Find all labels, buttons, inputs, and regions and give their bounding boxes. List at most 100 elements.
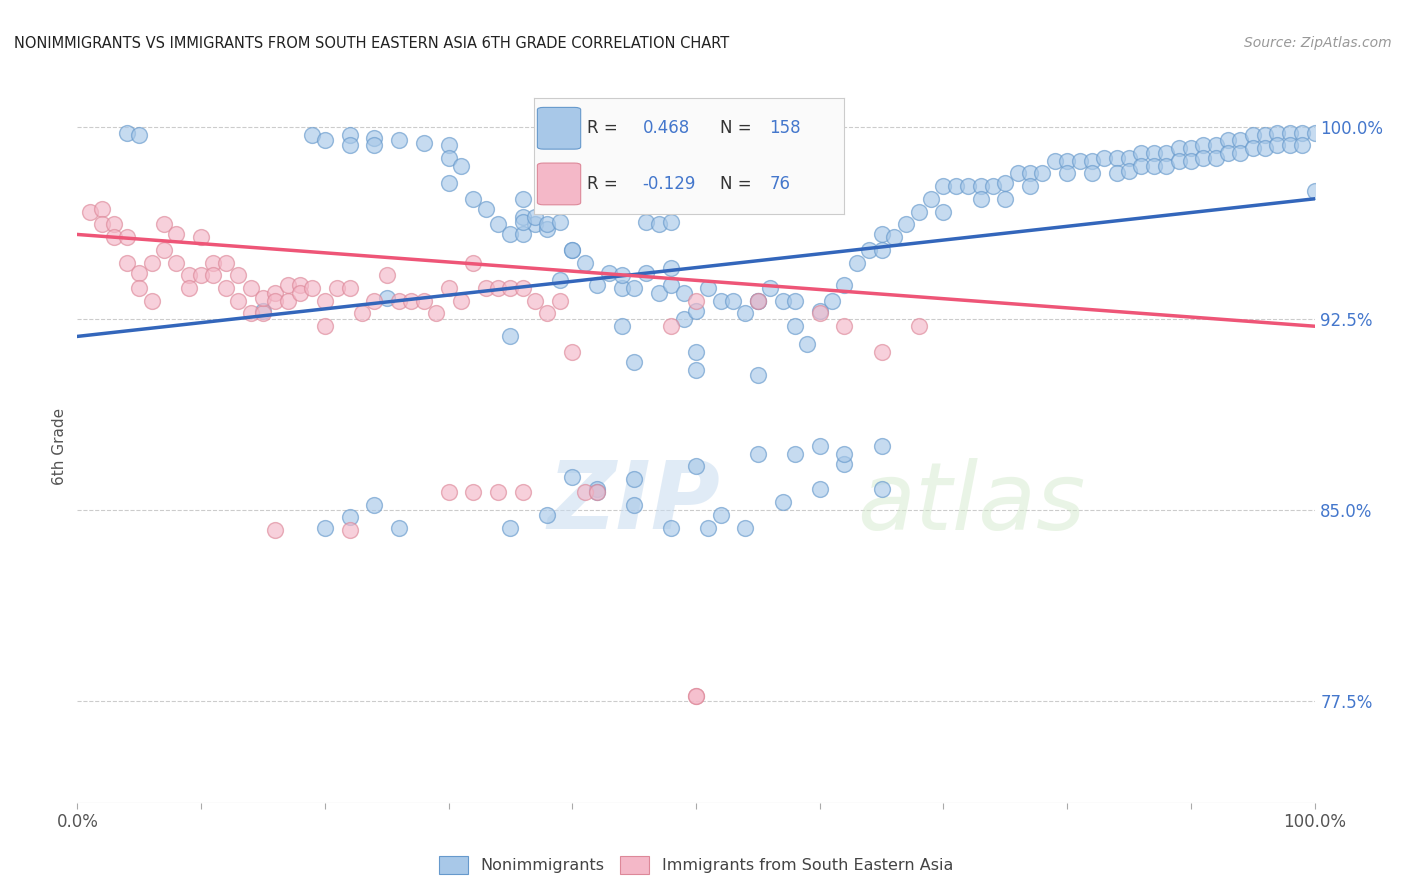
Point [1216, 145, 1239, 160]
Point [264, 293, 287, 308]
Point [1241, 128, 1264, 142]
Point [870, 227, 893, 242]
Point [115, 126, 138, 140]
Point [1118, 163, 1140, 178]
Point [474, 202, 496, 216]
Point [747, 293, 769, 308]
Point [412, 136, 434, 150]
Point [388, 293, 411, 308]
Point [710, 508, 733, 522]
Point [177, 268, 200, 283]
Point [437, 177, 460, 191]
Point [524, 217, 547, 231]
Point [548, 273, 571, 287]
Point [610, 268, 633, 283]
Point [128, 128, 150, 142]
Point [561, 469, 583, 483]
Point [636, 215, 658, 229]
Point [747, 368, 769, 382]
Point [499, 816, 522, 830]
Point [339, 138, 361, 153]
Point [536, 217, 558, 231]
Point [548, 215, 571, 229]
Point [363, 498, 385, 512]
Point [808, 306, 831, 320]
Point [845, 255, 868, 269]
Point [1105, 151, 1128, 165]
Point [1019, 166, 1042, 180]
Point [153, 243, 176, 257]
Point [870, 483, 893, 497]
Point [486, 281, 509, 295]
Point [388, 520, 411, 534]
Point [659, 215, 682, 229]
Point [288, 286, 311, 301]
Point [1118, 151, 1140, 165]
Point [363, 138, 385, 153]
Point [1291, 138, 1313, 153]
Point [685, 344, 707, 359]
Point [512, 484, 534, 499]
Point [685, 362, 707, 376]
Point [697, 281, 720, 295]
Point [1081, 166, 1104, 180]
Point [932, 179, 955, 194]
Point [907, 204, 929, 219]
Point [1081, 153, 1104, 168]
Point [870, 344, 893, 359]
Point [1267, 126, 1289, 140]
Point [499, 281, 522, 295]
Point [536, 508, 558, 522]
Point [450, 159, 472, 173]
Point [375, 268, 398, 283]
Text: N =: N = [720, 120, 756, 137]
Point [499, 227, 522, 242]
Point [314, 133, 336, 147]
Point [1278, 138, 1301, 153]
Point [326, 281, 349, 295]
Text: R =: R = [586, 120, 623, 137]
Point [202, 268, 225, 283]
Point [226, 293, 249, 308]
Point [252, 304, 274, 318]
Point [437, 138, 460, 153]
Point [672, 286, 695, 301]
Point [512, 210, 534, 224]
Point [574, 255, 596, 269]
Point [363, 130, 385, 145]
Point [623, 472, 645, 486]
Point [834, 278, 856, 293]
Point [363, 293, 385, 308]
Text: 0.468: 0.468 [643, 120, 690, 137]
Point [277, 278, 299, 293]
Point [463, 484, 485, 499]
Point [598, 266, 620, 280]
Point [339, 281, 361, 295]
Point [623, 355, 645, 369]
Point [561, 344, 583, 359]
Point [957, 179, 980, 194]
Point [672, 311, 695, 326]
Point [648, 286, 671, 301]
Point [215, 281, 238, 295]
Point [783, 319, 806, 334]
Text: ZIP: ZIP [547, 457, 720, 549]
Point [512, 281, 534, 295]
Point [239, 281, 262, 295]
Y-axis label: 6th Grade: 6th Grade [52, 408, 67, 484]
Text: atlas: atlas [856, 458, 1085, 549]
Point [685, 293, 707, 308]
Point [388, 133, 411, 147]
Point [1229, 145, 1251, 160]
Point [202, 255, 225, 269]
Point [314, 319, 336, 334]
Point [907, 319, 929, 334]
Point [301, 128, 323, 142]
Point [524, 210, 547, 224]
Point [1229, 133, 1251, 147]
Point [783, 447, 806, 461]
Point [772, 495, 794, 509]
Point [734, 520, 756, 534]
Point [177, 281, 200, 295]
Point [1205, 138, 1227, 153]
